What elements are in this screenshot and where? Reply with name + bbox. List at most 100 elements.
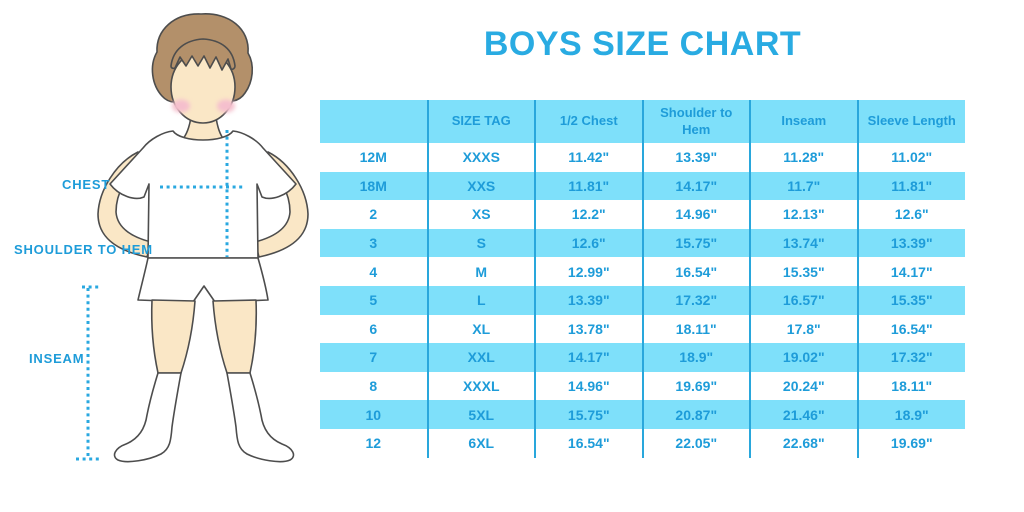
blush-right-cheek [217, 99, 235, 113]
table-cell: 11.81" [856, 171, 965, 201]
shorts [137, 257, 269, 303]
table-cell: 14.17" [534, 343, 643, 372]
table-cell: XXL [426, 343, 535, 372]
table-cell: 11.81" [534, 171, 643, 201]
shoulder-to-hem-label: SHOULDER TO HEM [14, 242, 153, 257]
table-cell: 16.54" [856, 314, 965, 344]
table-cell: 18M [320, 171, 428, 201]
table-cell: 15.35" [856, 285, 965, 315]
table-row: 12M XXXS 11.42" 13.39" 11.28" 11.02" [320, 143, 965, 172]
boy-figure-illustration [76, 13, 309, 463]
table-cell: 12.2" [534, 200, 643, 229]
table-cell: 13.39" [534, 285, 643, 315]
table-cell: 18.9" [856, 400, 965, 429]
table-cell: 7 [320, 343, 428, 372]
table-cell: 12.6" [856, 200, 965, 229]
table-cell: 16.54" [534, 428, 643, 458]
table-row: 2 XS 12.2" 14.96" 12.13" 12.6" [320, 200, 965, 229]
table-cell: XL [426, 314, 535, 344]
inseam-label: INSEAM [29, 351, 85, 366]
table-cell: 15.35" [749, 257, 858, 286]
size-table-body: 12M XXXS 11.42" 13.39" 11.28" 11.02" 18M XXS 11.… [320, 143, 965, 458]
table-cell: 17.32" [856, 343, 965, 372]
table-cell: 18.11" [856, 371, 965, 401]
left-leg [150, 299, 196, 374]
column-header: Inseam [749, 100, 858, 143]
table-row: 8 XXXL 14.96" 19.69" 20.24" 18.11" [320, 371, 965, 401]
table-cell: 22.05" [641, 428, 750, 458]
table-cell: 14.96" [534, 371, 643, 401]
table-cell: 19.69" [856, 428, 965, 458]
table-cell: XS [426, 200, 535, 229]
table-cell: 12M [320, 143, 428, 172]
table-cell: 17.32" [641, 285, 750, 315]
table-cell: 13.78" [534, 314, 643, 344]
hair-fringe [170, 38, 236, 71]
table-cell: 11.02" [856, 143, 965, 172]
table-row: 3 S 12.6" 15.75" 13.74" 13.39" [320, 228, 965, 258]
table-cell: 5XL [426, 400, 535, 429]
table-cell: 13.39" [856, 228, 965, 258]
table-cell: 16.54" [641, 257, 750, 286]
table-row: 4 M 12.99" 16.54" 15.35" 14.17" [320, 257, 965, 286]
column-header [320, 100, 428, 143]
table-cell: XXXS [426, 143, 535, 172]
table-cell: 19.02" [749, 343, 858, 372]
table-row: 5 L 13.39" 17.32" 16.57" 15.35" [320, 285, 965, 315]
blush-left-cheek [172, 99, 190, 113]
table-row: 7 XXL 14.17" 18.9" 19.02" 17.32" [320, 343, 965, 372]
column-header: 1/2 Chest [534, 100, 643, 143]
size-table-head: SIZE TAG 1/2 Chest Shoulder to Hem Inseam Sl… [320, 100, 965, 143]
table-cell: 13.39" [641, 143, 750, 172]
table-row: 12 6XL 16.54" 22.05" 22.68" 19.69" [320, 428, 965, 458]
table-cell: 12 [320, 428, 428, 458]
table-cell: 11.7" [749, 171, 858, 201]
table-cell: 20.87" [641, 400, 750, 429]
size-table: SIZE TAG 1/2 Chest Shoulder to Hem Inseam Sl… [320, 100, 965, 458]
table-cell: 12.99" [534, 257, 643, 286]
table-cell: XXXL [426, 371, 535, 401]
table-cell: 5 [320, 285, 428, 315]
size-table-header-row: SIZE TAG 1/2 Chest Shoulder to Hem Inseam Sl… [320, 100, 965, 143]
t-shirt [109, 130, 297, 259]
table-cell: 13.74" [749, 228, 858, 258]
column-header: Shoulder to Hem [641, 100, 750, 143]
left-sock [113, 372, 182, 463]
table-cell: 8 [320, 371, 428, 401]
table-cell: 14.17" [856, 257, 965, 286]
table-cell: 11.28" [749, 143, 858, 172]
table-cell: 12.6" [534, 228, 643, 258]
table-cell: 18.9" [641, 343, 750, 372]
table-cell: 2 [320, 200, 428, 229]
table-cell: 14.96" [641, 200, 750, 229]
table-cell: 10 [320, 400, 428, 429]
table-cell: 18.11" [641, 314, 750, 344]
table-cell: 19.69" [641, 371, 750, 401]
table-row: 18M XXS 11.81" 14.17" 11.7" 11.81" [320, 171, 965, 201]
table-cell: 11.42" [534, 143, 643, 172]
table-cell: 20.24" [749, 371, 858, 401]
table-cell: S [426, 228, 535, 258]
right-arm [254, 151, 309, 258]
left-arm [97, 151, 152, 258]
column-header: Sleeve Length [856, 100, 965, 143]
column-header: SIZE TAG [426, 100, 535, 143]
page-title: BOYS SIZE CHART [483, 25, 802, 63]
right-leg [212, 299, 258, 374]
chest-label: CHEST [62, 177, 111, 192]
table-cell: 15.75" [641, 228, 750, 258]
table-row: 6 XL 13.78" 18.11" 17.8" 16.54" [320, 314, 965, 344]
table-cell: L [426, 285, 535, 315]
table-row: 10 5XL 15.75" 20.87" 21.46" 18.9" [320, 400, 965, 429]
table-cell: 16.57" [749, 285, 858, 315]
table-cell: 15.75" [534, 400, 643, 429]
table-cell: 17.8" [749, 314, 858, 344]
table-cell: 12.13" [749, 200, 858, 229]
right-sock [226, 372, 295, 463]
table-cell: XXS [426, 171, 535, 201]
table-cell: 22.68" [749, 428, 858, 458]
table-cell: 21.46" [749, 400, 858, 429]
table-cell: 3 [320, 228, 428, 258]
table-cell: 14.17" [641, 171, 750, 201]
